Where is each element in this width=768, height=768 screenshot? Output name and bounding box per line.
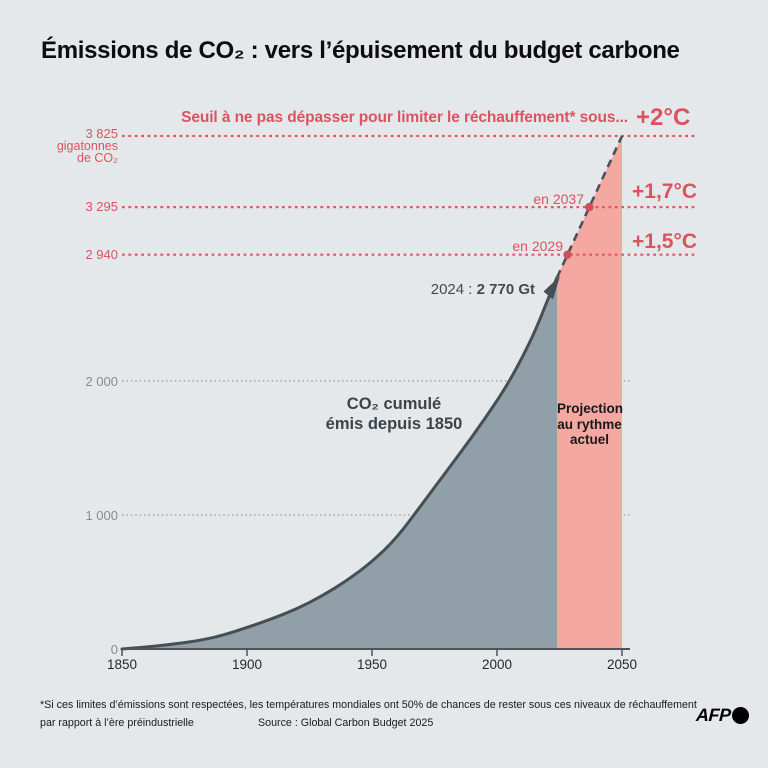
- annotation-2024-value: 2 770 Gt: [476, 281, 535, 298]
- reached-year-2029: en 2029: [512, 238, 563, 254]
- footnote-line1: *Si ces limites d’émissions sont respect…: [40, 699, 697, 711]
- projection-label: Projection au rythme actuel: [557, 401, 624, 448]
- temp-label-1-7c: +1,7°C: [632, 180, 698, 203]
- y-label-2000: 2 000: [85, 374, 118, 389]
- afp-logo-text: AFP: [695, 705, 732, 725]
- y-label-3825: 3 825: [85, 126, 118, 141]
- annotation-2024-prefix: 2024 :: [430, 281, 473, 298]
- reached-year-2037: en 2037: [533, 191, 584, 207]
- temp-label-2c: +2°C: [636, 104, 691, 131]
- footnote-line2: par rapport à l’ère préindustrielle: [40, 717, 194, 729]
- cumulative-emissions-area: [122, 277, 557, 649]
- area-label-line2: émis depuis 1850: [325, 415, 463, 433]
- x-tick-2000: 2000: [481, 657, 513, 672]
- x-tick-1900: 1900: [231, 657, 263, 672]
- projection-label-line3: actuel: [569, 432, 610, 447]
- projection-label-line2: au rythme: [557, 416, 622, 432]
- y-label-2940: 2 940: [85, 247, 118, 262]
- y-axis-unit-line1: gigatonnes: [56, 139, 118, 153]
- area-label-line1: CO₂ cumulé: [346, 395, 442, 413]
- threshold-heading: Seuil à ne pas dépasser pour limiter le …: [181, 109, 628, 126]
- x-tick-2050: 2050: [606, 657, 638, 672]
- temp-label-1-5c: +1,5°C: [632, 230, 698, 253]
- area-series-label: CO₂ cumulé émis depuis 1850: [294, 394, 494, 434]
- y-axis-unit-line2: de CO₂: [77, 151, 118, 165]
- x-tick-1950: 1950: [356, 657, 388, 672]
- arrow-head-icon: [543, 276, 560, 300]
- projection-label-line1: Projection: [557, 401, 624, 416]
- cumulative-emissions-curve: [120, 276, 559, 651]
- y-label-1000: 1 000: [85, 508, 118, 523]
- afp-logo-dot-icon: [731, 707, 749, 724]
- x-tick-1850: 1850: [106, 657, 138, 672]
- x-axis: [121, 648, 630, 656]
- afp-logo: AFP: [696, 705, 749, 726]
- y-label-0: 0: [110, 642, 118, 657]
- source-credit: Source : Global Carbon Budget 2025: [258, 717, 434, 729]
- y-label-3295: 3 295: [85, 199, 118, 214]
- projection-area: [557, 136, 622, 649]
- page-title: Émissions de CO₂ : vers l’épuisement du …: [41, 37, 680, 64]
- annotation-2024: 2024 : 2 770 Gt: [431, 281, 535, 298]
- threshold-crossing-dots: [563, 202, 594, 259]
